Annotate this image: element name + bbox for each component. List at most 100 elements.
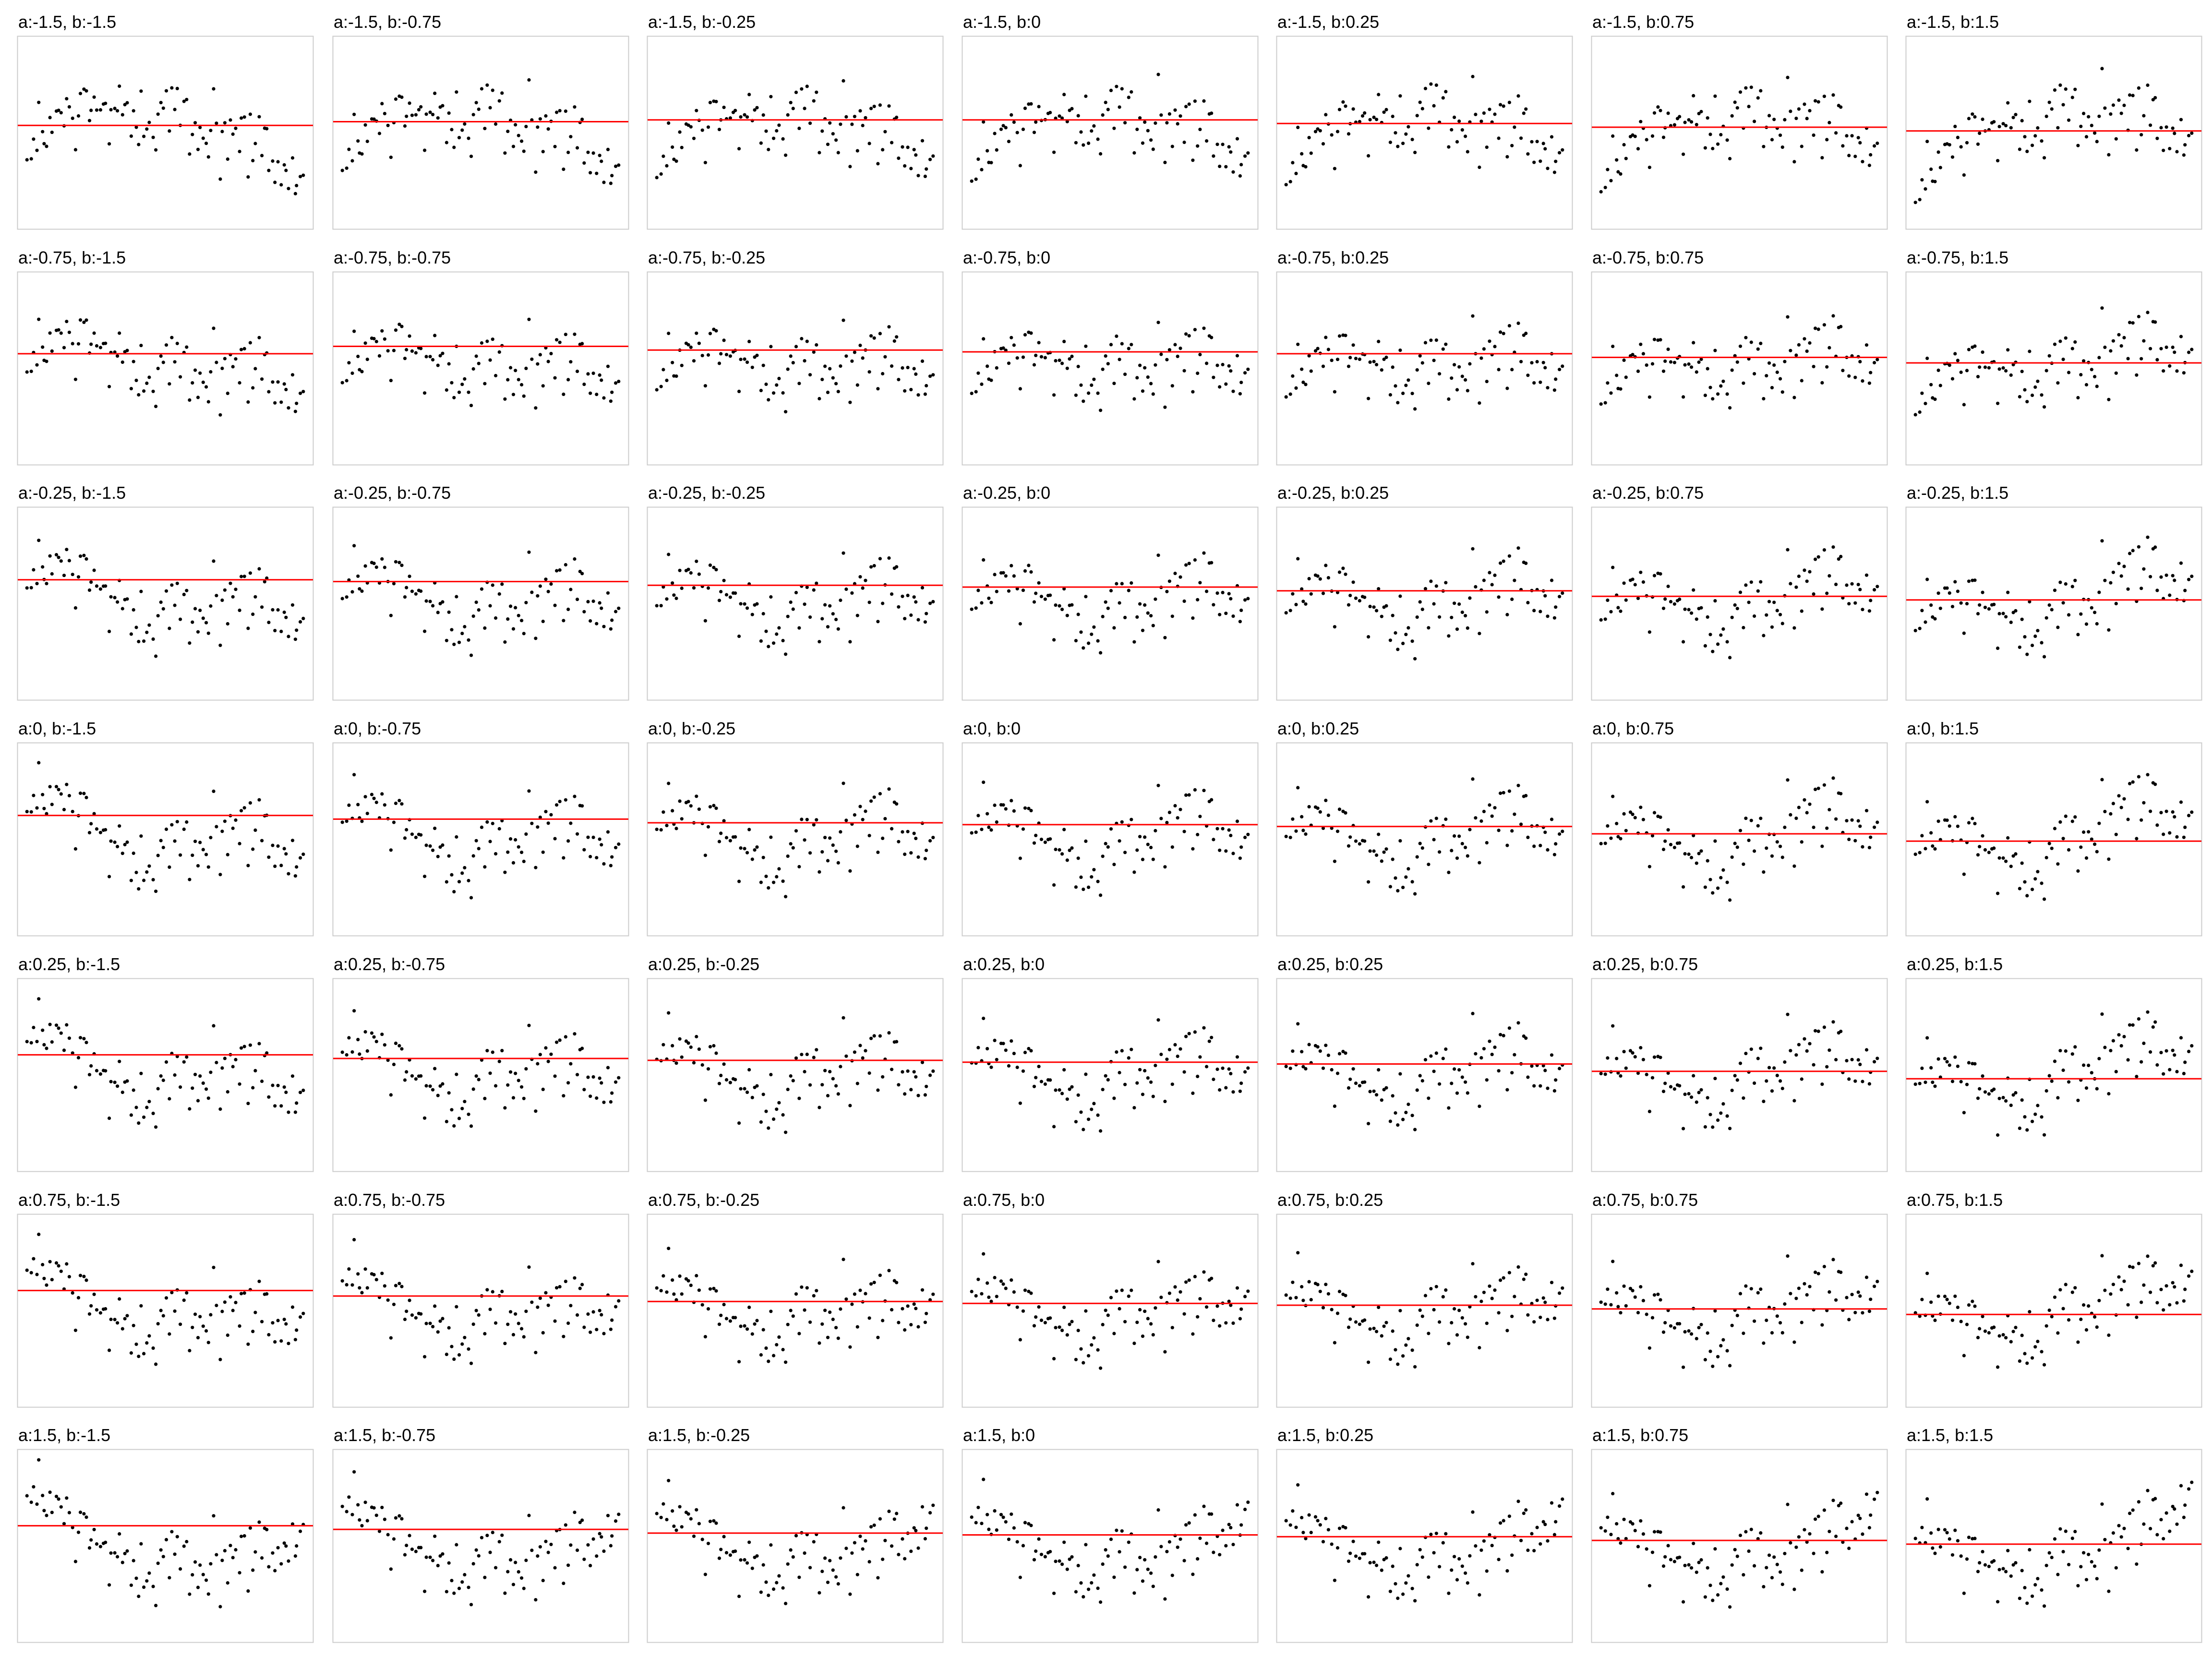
data-point — [541, 1578, 545, 1583]
data-point — [1522, 1277, 1526, 1281]
data-point — [1238, 856, 1242, 860]
data-point — [1690, 855, 1694, 860]
data-point — [1296, 342, 1300, 346]
data-point — [1759, 580, 1763, 584]
data-point — [108, 385, 111, 388]
data-point — [2173, 1285, 2176, 1289]
data-point — [986, 1281, 989, 1285]
data-point — [98, 830, 102, 834]
data-point — [1104, 100, 1107, 104]
data-point — [483, 127, 487, 131]
data-point — [455, 835, 458, 839]
data-point — [1429, 82, 1433, 86]
data-point — [154, 654, 158, 658]
data-point — [503, 151, 507, 155]
data-point — [488, 840, 492, 843]
data-point — [1404, 132, 1408, 136]
data-point — [400, 564, 404, 567]
data-point — [591, 1075, 595, 1079]
data-point — [212, 789, 216, 793]
data-point — [1762, 1341, 1766, 1345]
panel-r5-c0: a:0.75, b:-1.5 — [17, 1190, 314, 1408]
data-point — [881, 372, 885, 376]
data-point — [405, 114, 409, 118]
data-point — [380, 1033, 384, 1036]
data-point — [2164, 1049, 2168, 1053]
data-point — [1609, 1303, 1613, 1307]
data-point — [2025, 1361, 2029, 1365]
panel-plot — [962, 271, 1259, 466]
data-point — [1460, 1075, 1464, 1079]
data-point — [1154, 829, 1157, 833]
data-point — [419, 1074, 423, 1078]
data-point — [1479, 1299, 1483, 1303]
data-point — [1697, 112, 1701, 116]
data-point — [196, 1099, 200, 1103]
data-point — [1377, 1068, 1381, 1072]
data-point — [848, 1592, 852, 1596]
data-point — [912, 367, 916, 371]
data-point — [1235, 354, 1239, 358]
data-point — [986, 812, 989, 816]
panel-r2-c5: a:-0.25, b:0.75 — [1591, 483, 1888, 701]
data-point — [226, 1581, 229, 1585]
data-point — [1825, 591, 1829, 595]
data-point — [1202, 789, 1206, 793]
data-point — [1326, 1292, 1330, 1296]
data-point — [1507, 100, 1511, 104]
data-point — [193, 607, 197, 611]
data-point — [129, 1351, 133, 1355]
data-point — [1423, 1294, 1428, 1298]
data-point — [2076, 1098, 2080, 1102]
data-point — [2043, 156, 2046, 160]
data-point — [1622, 358, 1626, 362]
data-point — [831, 612, 835, 616]
data-point — [1453, 115, 1456, 119]
data-point — [345, 1053, 349, 1057]
data-point — [242, 1291, 246, 1295]
data-point — [1034, 591, 1038, 595]
data-point — [452, 890, 456, 894]
data-point — [215, 1060, 218, 1065]
data-point — [271, 1083, 275, 1087]
data-point — [1132, 1106, 1136, 1110]
data-point — [759, 1120, 763, 1124]
data-point — [1354, 1554, 1358, 1558]
data-point — [1650, 362, 1655, 366]
data-point — [2084, 383, 2089, 387]
data-point — [1800, 379, 1803, 383]
data-point — [1820, 1082, 1824, 1086]
data-point — [191, 132, 194, 136]
data-point — [248, 112, 252, 116]
data-point — [869, 799, 873, 803]
data-point — [360, 819, 364, 823]
data-point — [1992, 602, 1996, 606]
data-point — [2044, 616, 2048, 620]
data-point — [1348, 1551, 1352, 1555]
data-point — [1167, 579, 1171, 583]
data-point — [1706, 1566, 1709, 1570]
data-point — [1645, 1312, 1648, 1316]
data-point — [1516, 1021, 1520, 1025]
data-point — [2103, 345, 2107, 349]
data-point — [57, 555, 60, 559]
data-point — [108, 1116, 111, 1120]
data-point — [282, 847, 286, 851]
data-point — [218, 413, 222, 417]
data-point — [1229, 369, 1233, 373]
data-point — [506, 130, 510, 133]
data-point — [1377, 93, 1381, 96]
data-point — [35, 1502, 39, 1506]
data-point — [2043, 405, 2046, 409]
data-point — [1167, 112, 1171, 116]
data-point — [1466, 1091, 1469, 1095]
data-point — [1738, 1533, 1743, 1538]
data-point — [1193, 1513, 1197, 1517]
data-point — [1193, 328, 1197, 332]
data-point — [463, 1100, 467, 1104]
panel-title: a:-1.5, b:1.5 — [1907, 12, 1999, 32]
data-point — [549, 813, 553, 817]
plot-frame — [1591, 978, 1888, 1172]
data-point — [864, 809, 867, 813]
data-point — [1856, 583, 1860, 587]
